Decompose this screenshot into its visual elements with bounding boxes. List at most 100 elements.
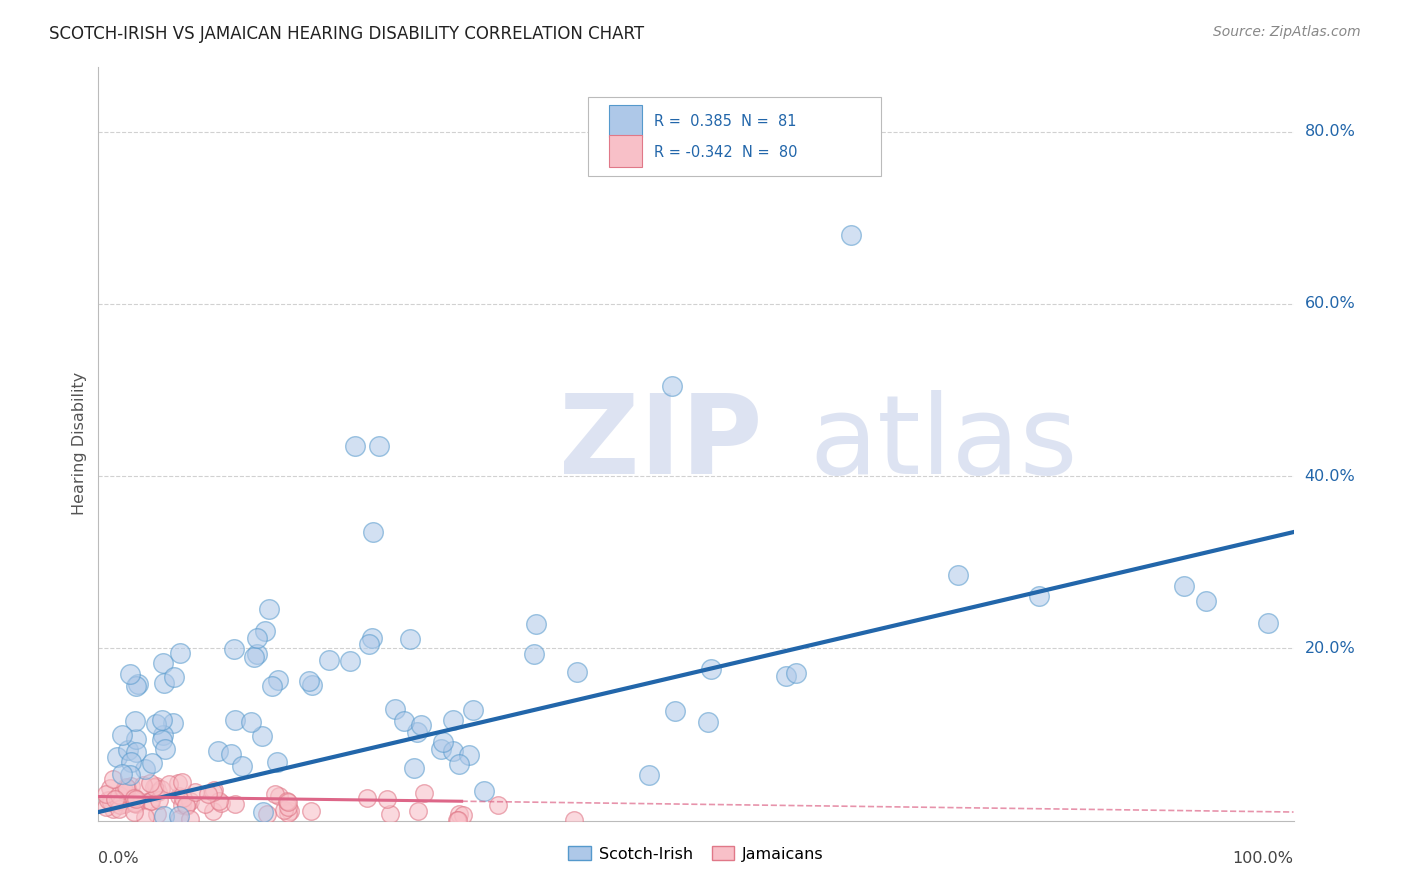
Point [267, 789, 290, 803]
Point [125, 797, 148, 811]
Point [486, 797, 509, 812]
Point [97, 793, 120, 807]
Point [298, 673, 321, 688]
Point [98, 793, 121, 807]
Point [398, 632, 420, 646]
Point [344, 439, 367, 453]
Text: 60.0%: 60.0% [1305, 296, 1355, 311]
Point [202, 785, 225, 799]
Point [124, 797, 146, 811]
Point [262, 679, 284, 693]
Point [125, 792, 148, 806]
Point [273, 803, 295, 817]
Point [98, 781, 121, 796]
Point [1173, 579, 1195, 593]
Point [114, 780, 136, 794]
Point [174, 799, 197, 814]
Point [145, 779, 167, 793]
Point [107, 793, 129, 807]
Text: ZIP: ZIP [558, 391, 762, 497]
Point [430, 742, 453, 756]
Point [145, 807, 167, 822]
Point [152, 728, 174, 742]
Point [170, 775, 193, 789]
Text: 0.0%: 0.0% [98, 851, 139, 866]
Text: R =  0.385  N =  81: R = 0.385 N = 81 [654, 114, 797, 129]
Point [115, 781, 138, 796]
Point [101, 802, 124, 816]
Point [208, 794, 231, 808]
Point [402, 761, 425, 775]
Point [134, 810, 156, 824]
Point [145, 717, 167, 731]
Point [167, 812, 190, 826]
Text: 20.0%: 20.0% [1305, 640, 1355, 656]
Y-axis label: Hearing Disability: Hearing Disability [72, 372, 87, 516]
Point [277, 795, 299, 809]
Point [167, 789, 190, 803]
Point [122, 791, 145, 805]
Point [250, 729, 273, 743]
Point [1195, 594, 1218, 608]
Point [276, 805, 298, 820]
Legend: Scotch-Irish, Jamaicans: Scotch-Irish, Jamaicans [568, 846, 824, 862]
Point [524, 617, 547, 632]
Point [224, 713, 246, 727]
Point [139, 776, 162, 790]
Point [447, 813, 470, 827]
Text: atlas: atlas [810, 391, 1078, 497]
Point [120, 666, 142, 681]
Point [207, 744, 229, 758]
Point [463, 703, 485, 717]
FancyBboxPatch shape [609, 105, 643, 137]
Point [111, 728, 134, 742]
Point [172, 791, 194, 805]
Point [112, 797, 135, 811]
Point [125, 732, 148, 747]
Point [443, 744, 465, 758]
Point [108, 798, 131, 813]
Point [1257, 616, 1279, 631]
Point [122, 805, 145, 819]
Point [101, 772, 124, 786]
Point [458, 748, 481, 763]
Point [775, 669, 797, 683]
Point [231, 759, 253, 773]
Point [184, 785, 207, 799]
Point [139, 794, 162, 808]
Point [565, 665, 588, 679]
Text: 80.0%: 80.0% [1305, 124, 1355, 139]
Point [157, 777, 180, 791]
Text: 100.0%: 100.0% [1233, 851, 1294, 866]
Text: Source: ZipAtlas.com: Source: ZipAtlas.com [1213, 25, 1361, 39]
Point [127, 677, 149, 691]
Point [152, 656, 174, 670]
Point [946, 568, 969, 582]
Point [267, 673, 290, 688]
Point [108, 794, 131, 808]
Point [150, 713, 173, 727]
Point [368, 439, 391, 453]
Point [153, 676, 176, 690]
Point [169, 647, 191, 661]
Point [94, 787, 117, 801]
Point [1028, 589, 1050, 603]
Point [125, 679, 148, 693]
Point [148, 792, 170, 806]
Point [134, 762, 156, 776]
Point [146, 785, 169, 799]
Point [162, 715, 184, 730]
Point [405, 725, 427, 739]
Text: R = -0.342  N =  80: R = -0.342 N = 80 [654, 145, 797, 160]
Text: 40.0%: 40.0% [1305, 468, 1355, 483]
Point [179, 794, 201, 808]
Point [143, 780, 166, 795]
Point [209, 796, 232, 810]
Point [299, 804, 322, 818]
Point [785, 666, 807, 681]
Point [222, 642, 245, 657]
Point [120, 755, 142, 769]
Point [167, 776, 190, 790]
Point [447, 806, 470, 821]
Point [252, 805, 274, 820]
